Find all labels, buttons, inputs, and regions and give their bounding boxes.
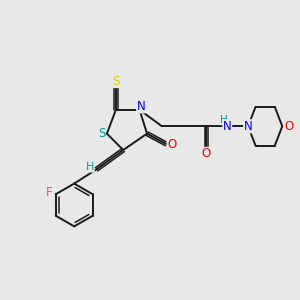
Text: N: N — [223, 120, 232, 133]
Text: N: N — [244, 120, 253, 133]
Text: F: F — [46, 186, 52, 199]
Text: H: H — [220, 115, 228, 125]
Text: S: S — [98, 127, 105, 140]
Text: O: O — [284, 120, 293, 133]
Text: H: H — [86, 162, 94, 172]
Text: O: O — [167, 138, 176, 151]
Text: N: N — [137, 100, 146, 113]
Text: O: O — [202, 147, 211, 161]
Text: S: S — [112, 74, 119, 88]
